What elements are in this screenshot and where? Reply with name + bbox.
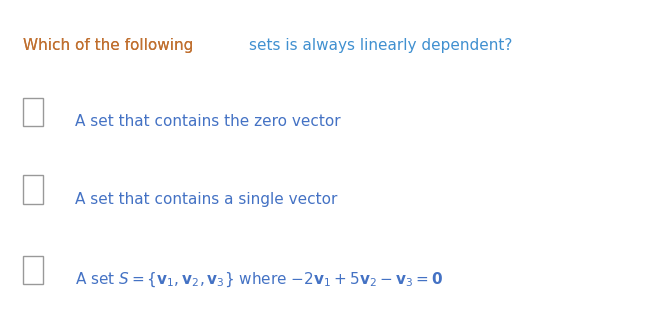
Text: A set that contains a single vector: A set that contains a single vector	[75, 191, 338, 207]
Bar	[23, 98, 43, 126]
Text: A set that contains the zero vector: A set that contains the zero vector	[75, 114, 341, 129]
Text: sets is always linearly dependent?: sets is always linearly dependent?	[249, 38, 512, 53]
Text: Which of the following: Which of the following	[23, 38, 198, 53]
Text: A set $S = \{\mathbf{v}_1, \mathbf{v}_2, \mathbf{v}_3\}$ where $-2\mathbf{v}_1 +: A set $S = \{\mathbf{v}_1, \mathbf{v}_2,…	[75, 270, 443, 289]
Text: Which of the following: Which of the following	[23, 38, 198, 53]
Bar	[23, 256, 43, 284]
Bar	[23, 175, 43, 204]
